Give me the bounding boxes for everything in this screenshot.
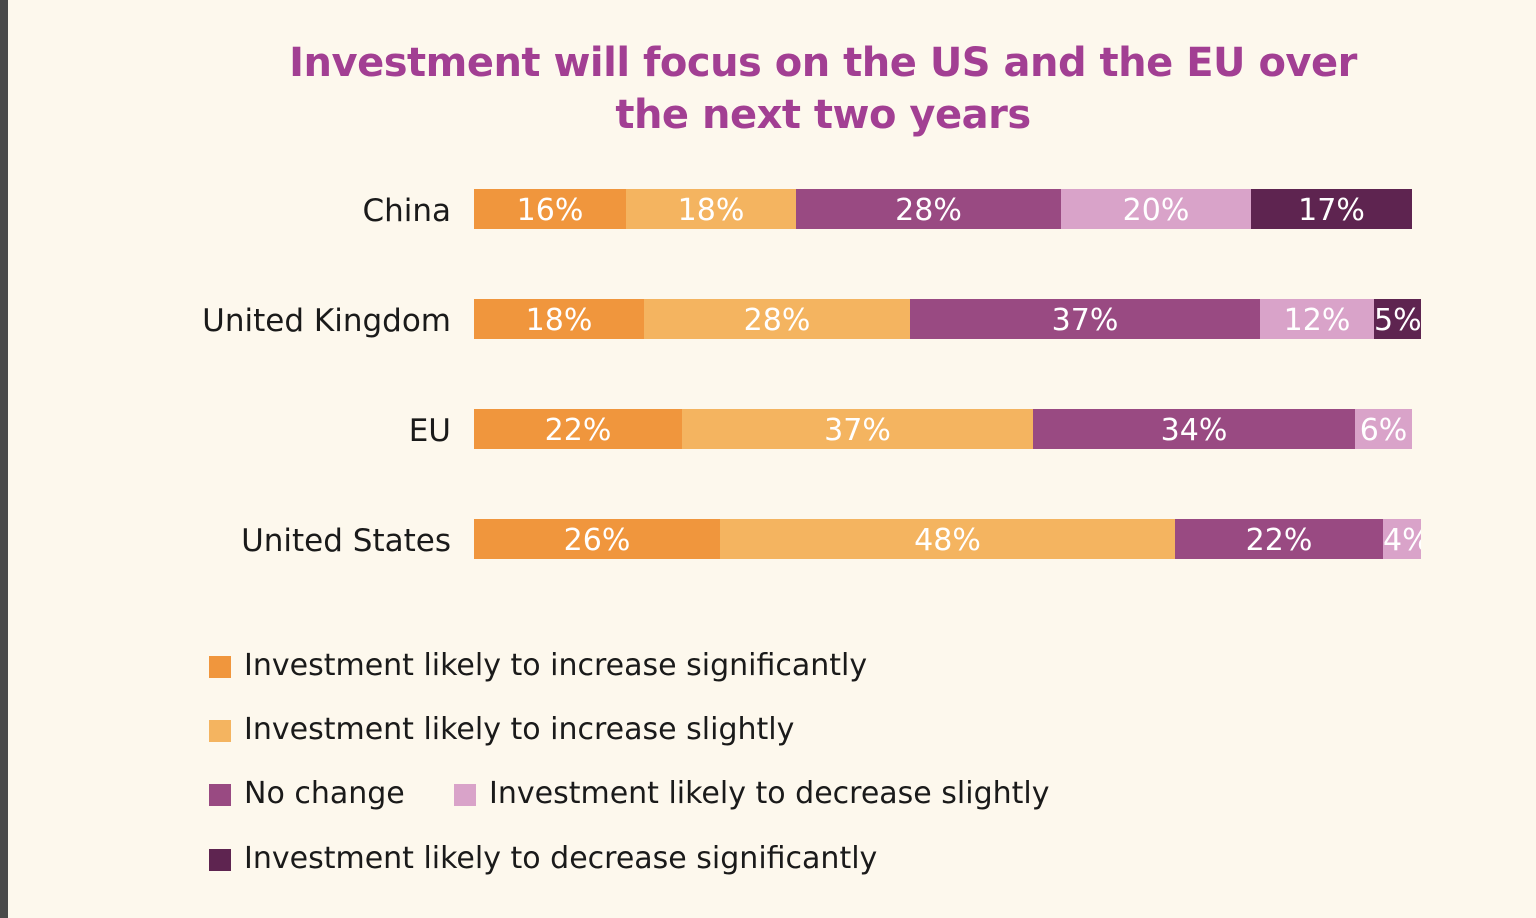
legend-swatch: [209, 784, 231, 806]
chart-canvas: Investment will focus on the US and the …: [8, 0, 1536, 918]
window-edge: [0, 0, 8, 918]
legend-swatch: [454, 784, 476, 806]
bar-segment: 28%: [644, 299, 910, 339]
data-label: 37%: [824, 413, 891, 448]
data-label: 16%: [516, 193, 584, 228]
legend-swatch: [209, 849, 231, 871]
bar-segment: 5%: [1374, 299, 1421, 339]
data-label: 34%: [1160, 413, 1228, 448]
data-label: 37%: [1051, 303, 1119, 338]
bar-segment: 26%: [474, 519, 720, 559]
data-label: 22%: [1245, 523, 1313, 558]
bar-segment: 34%: [1033, 409, 1355, 449]
bar-row-united-kingdom: 18% 28% 37% 12% 5%: [474, 299, 1421, 339]
bar-row-eu: 22% 37% 34% 6%: [474, 409, 1421, 449]
data-label: 22%: [544, 413, 612, 448]
data-label: 18%: [677, 193, 745, 228]
bar-segment: 4%: [1383, 519, 1421, 559]
data-label: 4%: [1383, 523, 1421, 558]
category-label-eu: EU: [408, 413, 451, 449]
bar-row-united-states: 26% 48% 22% 4%: [474, 519, 1421, 559]
data-label: 17%: [1298, 193, 1365, 228]
legend-swatch: [209, 656, 231, 678]
chart-title-line-1: Investment will focus on the US and the …: [289, 40, 1357, 86]
legend-swatch: [209, 720, 231, 742]
bar-segment: 12%: [1260, 299, 1374, 339]
category-label-united-kingdom: United Kingdom: [202, 303, 451, 339]
legend-label: Investment likely to decrease significan…: [244, 841, 878, 876]
bar-segment: 22%: [1175, 519, 1383, 559]
category-label-china: China: [362, 193, 451, 229]
chart-title-line-2: the next two years: [615, 92, 1031, 138]
bar-segment: 37%: [910, 299, 1260, 339]
data-label: 5%: [1374, 303, 1421, 338]
data-label: 28%: [895, 193, 962, 228]
bar-segment: 20%: [1061, 189, 1251, 229]
data-label: 6%: [1359, 413, 1408, 448]
data-label: 20%: [1122, 193, 1190, 228]
bar-segment: 22%: [474, 409, 682, 449]
legend-label: Investment likely to increase significan…: [244, 648, 868, 683]
bar-segment: 37%: [682, 409, 1033, 449]
bar-segment: 18%: [474, 299, 644, 339]
data-label: 48%: [914, 523, 981, 558]
category-label-united-states: United States: [241, 523, 451, 559]
data-label: 28%: [743, 303, 811, 338]
bar-row-china: 16% 18% 28% 20% 17%: [474, 189, 1421, 229]
bar-segment: 48%: [720, 519, 1175, 559]
legend-label: Investment likely to increase slightly: [244, 712, 795, 747]
data-label: 12%: [1283, 303, 1351, 338]
bar-segment: 16%: [474, 189, 626, 229]
data-label: 18%: [525, 303, 593, 338]
bar-segment: 17%: [1251, 189, 1412, 229]
legend-label: Investment likely to decrease slightly: [489, 776, 1050, 811]
bar-segment: 28%: [796, 189, 1061, 229]
data-label: 26%: [563, 523, 631, 558]
bar-segment: 6%: [1355, 409, 1412, 449]
legend-label: No change: [244, 776, 405, 811]
bar-segment: 18%: [626, 189, 796, 229]
